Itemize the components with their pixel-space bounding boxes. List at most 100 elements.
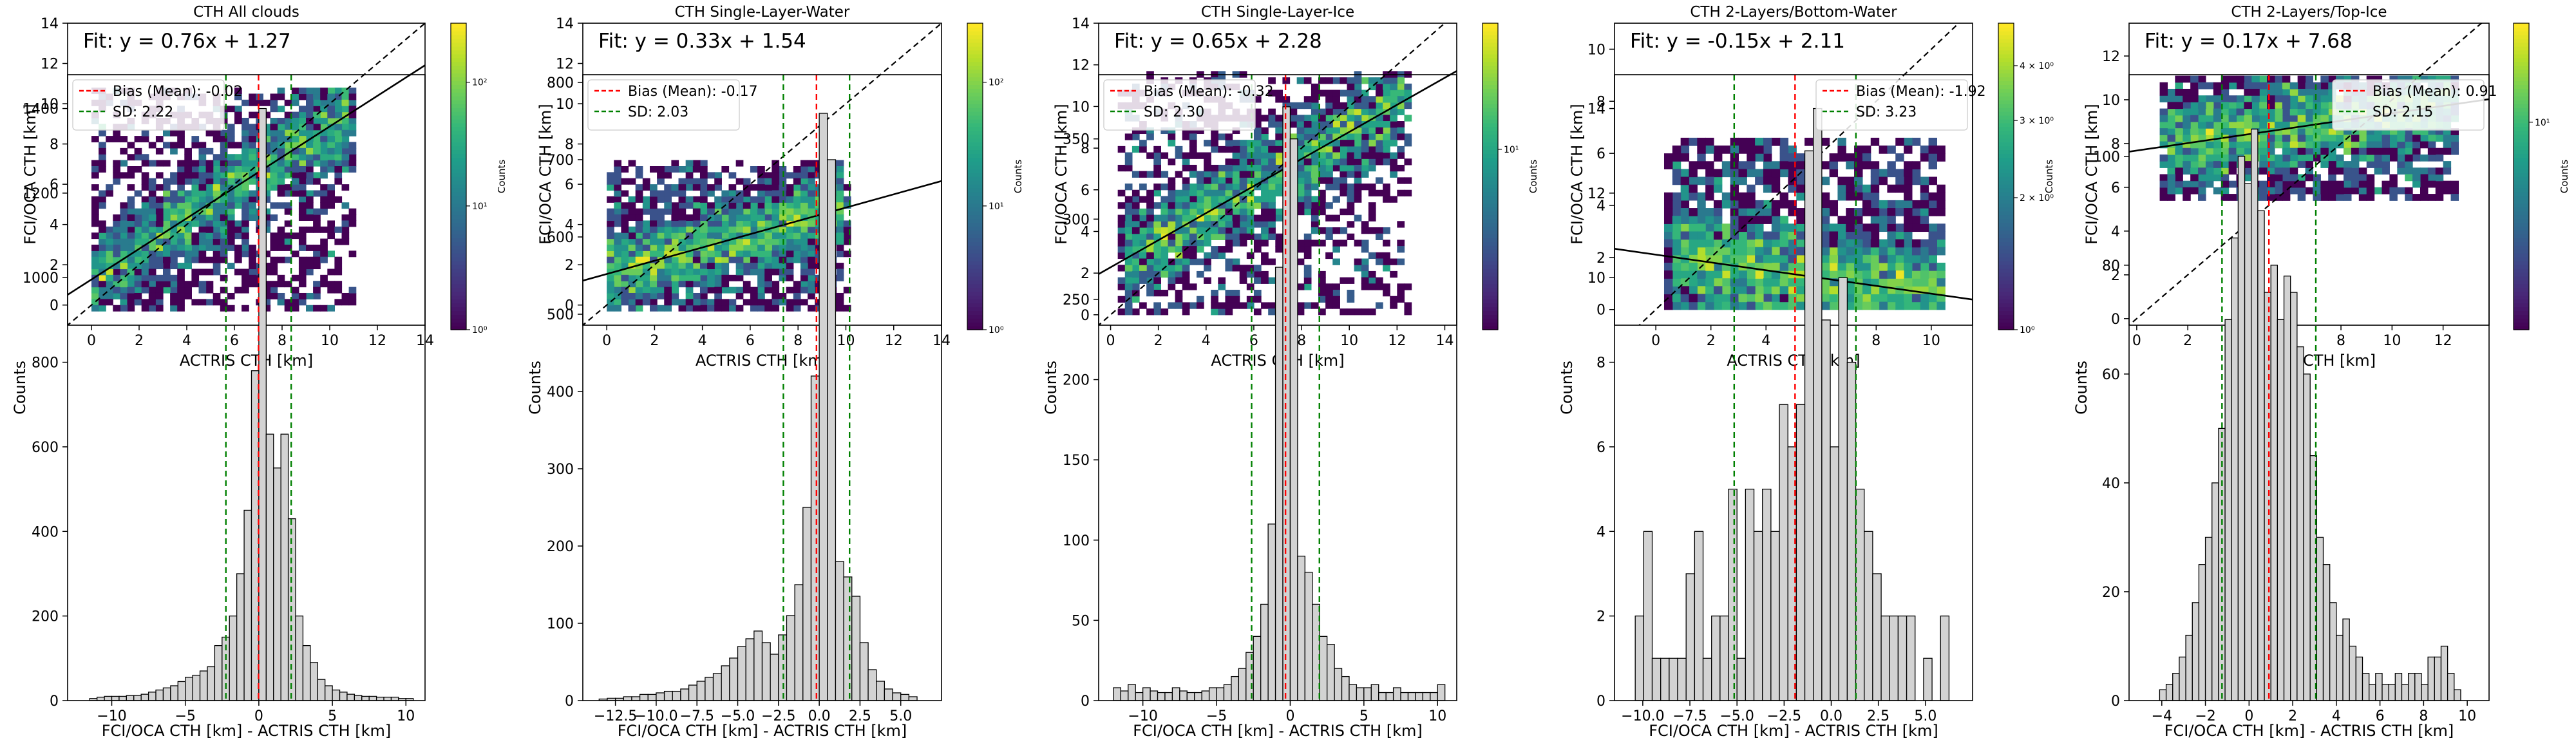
heatmap-cell	[2198, 135, 2206, 142]
colorbar-segment	[1998, 318, 2014, 323]
heatmap-cell	[1354, 240, 1362, 247]
heatmap-cell	[1361, 152, 1369, 159]
heatmap-cell	[1139, 140, 1147, 147]
heatmap-cell	[1268, 108, 1276, 115]
heatmap-cell	[1261, 115, 1269, 122]
heatmap-cell	[1189, 227, 1197, 234]
heatmap-cell	[91, 136, 99, 143]
heatmap-cell	[764, 263, 772, 270]
heatmap-cell	[786, 250, 794, 258]
heatmap-cell	[1261, 158, 1269, 165]
heatmap-cell	[1325, 164, 1333, 172]
heatmap-cell	[1340, 121, 1348, 128]
colorbar-segment	[451, 234, 466, 238]
heatmap-cell	[1895, 169, 1904, 178]
heatmap-cell	[1232, 258, 1240, 265]
heatmap-cell	[1404, 83, 1412, 91]
heatmap-cell	[2198, 187, 2206, 194]
heatmap-cell	[815, 281, 822, 288]
heatmap-cell	[1904, 247, 1913, 256]
colorbar-segment	[451, 211, 466, 216]
heatmap-cell	[291, 190, 299, 197]
heatmap-cell	[2389, 141, 2398, 149]
heatmap-cell	[1175, 221, 1183, 228]
colorbar-segment	[1998, 222, 2014, 227]
heatmap-cell	[1829, 294, 1839, 303]
heatmap-cell	[628, 196, 636, 203]
heatmap-cell	[1332, 177, 1340, 184]
heatmap-cell	[213, 208, 221, 215]
heatmap-cell	[721, 165, 730, 173]
heatmap-cell	[163, 184, 171, 191]
heatmap-cell	[1232, 208, 1240, 216]
heatmap-cell	[1175, 196, 1183, 203]
heatmap-cell	[1368, 127, 1376, 135]
heatmap-cell	[764, 184, 772, 191]
heatmap-cell	[649, 214, 658, 222]
heatmap-cell	[1182, 258, 1190, 265]
colorbar-segment	[1998, 50, 2014, 55]
heatmap-cell	[843, 184, 851, 191]
heatmap-cell	[99, 202, 106, 209]
heatmap-cell	[1697, 161, 1706, 170]
heatmap-cell	[1253, 296, 1262, 303]
panel-title: CTH 2-Layers/Top-Ice	[2231, 4, 2387, 21]
heatmap-cell	[306, 124, 314, 131]
colorbar-segment	[2514, 306, 2529, 312]
heatmap-cell	[91, 214, 99, 222]
x-tick-label: 6	[746, 333, 755, 349]
heatmap-cell	[141, 136, 149, 143]
heatmap-cell	[2397, 154, 2405, 162]
colorbar-segment	[451, 138, 466, 143]
heatmap-cell	[1232, 152, 1240, 159]
heatmap-cell	[772, 299, 780, 306]
heatmap-cell	[1771, 208, 1781, 216]
heatmap-cell	[1895, 153, 1904, 162]
y-tick-label: 8	[1596, 94, 1605, 110]
heatmap-cell	[1246, 202, 1255, 209]
heatmap-cell	[313, 160, 321, 167]
heatmap-cell	[1204, 258, 1211, 265]
heatmap-cell	[1721, 200, 1731, 209]
heatmap-cell	[1937, 200, 1946, 209]
heatmap-cell	[1296, 121, 1305, 128]
heatmap-cell	[1361, 127, 1369, 135]
reference-lines	[68, 23, 425, 325]
heatmap-cell	[1182, 164, 1190, 172]
histogram-bar	[884, 688, 893, 701]
histogram-bar	[1150, 690, 1159, 701]
heatmap-cell	[249, 274, 256, 281]
colorbar-segment	[451, 218, 466, 223]
heatmap-cell	[320, 124, 328, 131]
heatmap-cell	[2213, 121, 2222, 129]
heatmap-cell	[2267, 88, 2275, 96]
heatmap-cell	[628, 263, 636, 270]
heatmap-cell	[1189, 127, 1197, 135]
heatmap-cell	[213, 184, 221, 191]
heatmap-cell	[2198, 141, 2206, 149]
heatmap-cell	[1325, 302, 1333, 309]
heatmap-cell	[2397, 128, 2405, 135]
heatmap-cell	[1318, 146, 1326, 153]
heatmap-cell	[1168, 196, 1176, 203]
heatmap-cell	[348, 292, 357, 299]
heatmap-cell	[793, 232, 801, 240]
heatmap-cell	[1275, 214, 1283, 222]
heatmap-cell	[699, 292, 708, 299]
heatmap-cell	[2297, 121, 2306, 129]
heatmap-cell	[348, 142, 357, 149]
heatmap-cell	[808, 178, 815, 185]
heatmap-cell	[113, 136, 120, 143]
heatmap-cell	[205, 281, 214, 288]
heatmap-cell	[1253, 108, 1262, 115]
heatmap-cell	[1713, 254, 1723, 263]
heatmap-cell	[320, 202, 328, 209]
heatmap-cell	[205, 190, 214, 197]
histogram-bar	[1711, 615, 1721, 701]
heatmap-cell	[1738, 247, 1747, 256]
heatmap-cell	[1672, 278, 1681, 287]
colorbar-segment	[451, 314, 466, 319]
heatmap-cell	[1196, 246, 1204, 253]
heatmap-cell	[1895, 176, 1904, 185]
heatmap-cell	[2358, 154, 2367, 162]
